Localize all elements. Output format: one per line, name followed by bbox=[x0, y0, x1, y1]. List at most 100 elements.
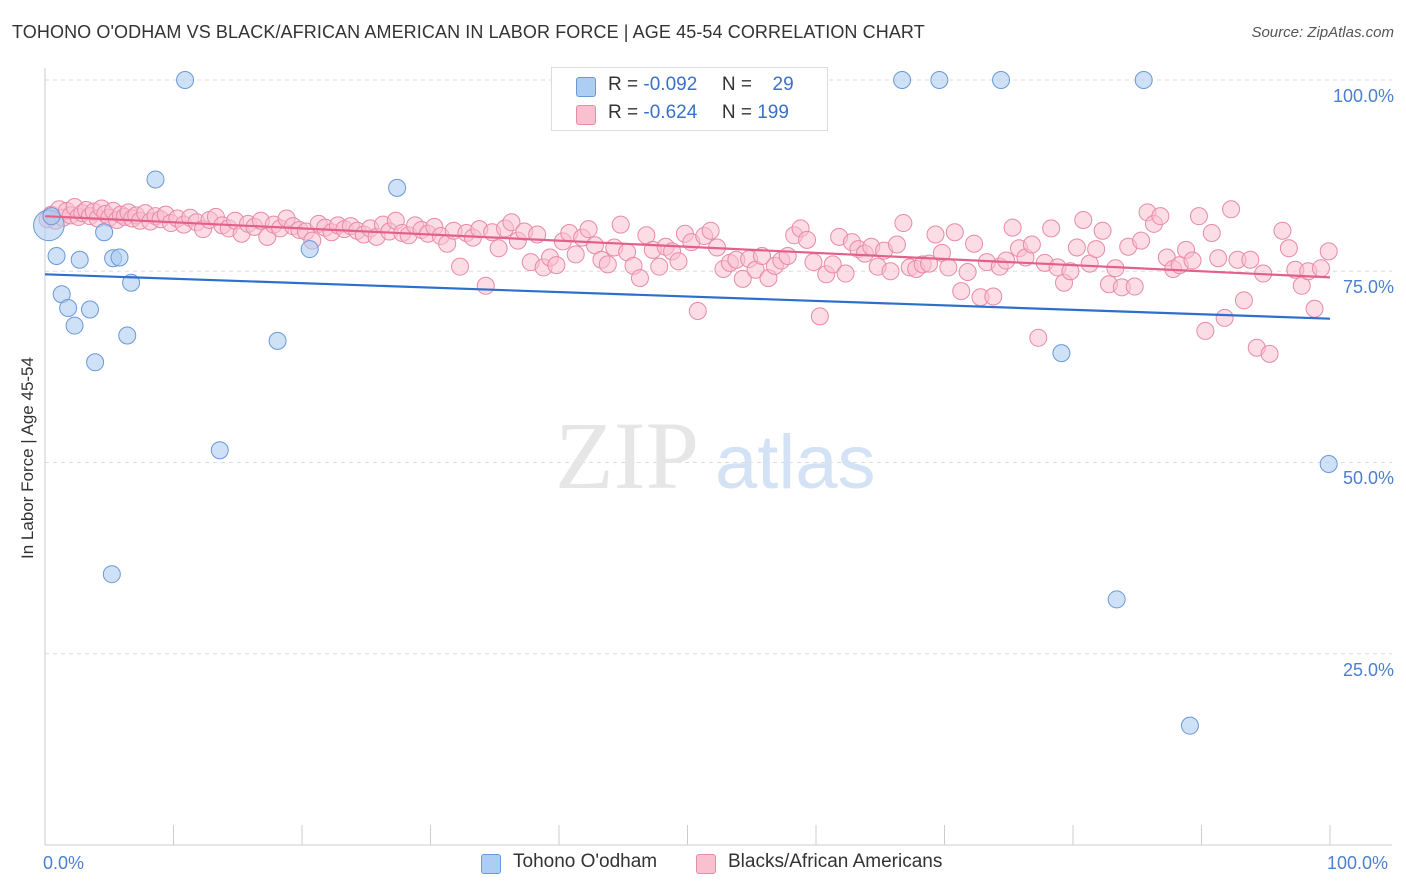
legend-r-value: -0.092 bbox=[643, 74, 698, 95]
data-point-blacks bbox=[1312, 259, 1331, 278]
data-point-tohono bbox=[110, 248, 129, 267]
data-point-blacks bbox=[881, 262, 900, 281]
legend-swatch-tohono bbox=[576, 77, 596, 97]
y-tick-75: 75.0% bbox=[1342, 277, 1394, 297]
y-axis-label: In Labor Force | Age 45-54 bbox=[18, 357, 37, 559]
y-tick-100: 100.0% bbox=[1332, 86, 1394, 106]
data-point-blacks bbox=[1222, 200, 1241, 219]
chart-title: TOHONO O'ODHAM VS BLACK/AFRICAN AMERICAN… bbox=[12, 22, 925, 42]
data-point-blacks bbox=[733, 269, 752, 288]
data-point-blacks bbox=[1003, 218, 1022, 237]
data-point-blacks bbox=[650, 257, 669, 276]
data-point-blacks bbox=[1183, 251, 1202, 270]
chart-source: Source: ZipAtlas.com bbox=[1251, 24, 1394, 41]
data-point-blacks bbox=[1042, 219, 1061, 238]
data-point-tohono bbox=[102, 565, 121, 584]
data-point-blacks bbox=[1132, 231, 1151, 250]
bottom-legend-label-tohono: Tohono O'odham bbox=[513, 851, 658, 872]
trend-lines bbox=[44, 215, 1331, 320]
data-point-tohono bbox=[893, 71, 912, 89]
data-point-blacks bbox=[958, 263, 977, 282]
bottom-legend-swatch-tohono bbox=[481, 854, 501, 874]
data-point-blacks bbox=[804, 253, 823, 272]
data-point-blacks bbox=[926, 225, 945, 244]
data-point-tohono bbox=[146, 170, 165, 189]
data-point-blacks bbox=[1319, 242, 1338, 261]
data-point-blacks bbox=[1189, 207, 1208, 226]
data-point-tohono bbox=[930, 71, 949, 89]
data-point-blacks bbox=[984, 287, 1003, 306]
data-point-blacks bbox=[1234, 291, 1253, 310]
data-point-blacks bbox=[798, 230, 817, 249]
data-point-blacks bbox=[701, 221, 720, 240]
data-point-blacks bbox=[502, 213, 521, 232]
data-point-blacks bbox=[836, 264, 855, 283]
data-point-blacks bbox=[566, 245, 585, 264]
data-point-blacks bbox=[547, 256, 566, 275]
x-tick-100: 100.0% bbox=[1327, 853, 1389, 873]
watermark-zip: ZIP bbox=[555, 402, 699, 509]
data-point-tohono bbox=[1180, 716, 1199, 735]
data-point-blacks bbox=[1067, 238, 1086, 257]
data-point-blacks bbox=[451, 257, 470, 276]
data-point-blacks bbox=[1273, 221, 1292, 240]
data-point-blacks bbox=[1061, 262, 1080, 281]
data-point-tohono bbox=[95, 223, 114, 242]
axes bbox=[44, 68, 1392, 846]
data-point-tohono bbox=[59, 298, 78, 317]
data-point-tohono bbox=[86, 353, 105, 372]
data-point-tohono bbox=[70, 250, 89, 269]
data-point-blacks bbox=[1093, 221, 1112, 240]
series-tohono-points bbox=[33, 71, 1338, 735]
x-tick-0: 0.0% bbox=[43, 853, 85, 873]
y-tick-25: 25.0% bbox=[1342, 660, 1394, 680]
trend-line-tohono bbox=[44, 273, 1331, 320]
legend-r-value: -0.624 bbox=[643, 102, 698, 123]
data-point-blacks bbox=[939, 258, 958, 277]
data-point-tohono bbox=[80, 300, 99, 319]
data-point-blacks bbox=[997, 251, 1016, 270]
data-point-blacks bbox=[1241, 250, 1260, 269]
legend-n-value: 199 bbox=[757, 102, 789, 123]
data-point-blacks bbox=[894, 214, 913, 233]
data-point-blacks bbox=[1151, 207, 1170, 226]
bottom-legend-label-blacks: Blacks/African Americans bbox=[728, 851, 943, 872]
data-point-blacks bbox=[823, 255, 842, 274]
data-point-tohono bbox=[268, 331, 287, 350]
data-point-blacks bbox=[1029, 328, 1048, 347]
data-point-tohono bbox=[1319, 455, 1338, 474]
data-point-tohono bbox=[1107, 590, 1126, 609]
data-point-blacks bbox=[1087, 240, 1106, 259]
legend-n-value: 29 bbox=[772, 74, 794, 95]
data-point-tohono bbox=[47, 246, 66, 265]
data-point-tohono bbox=[300, 240, 319, 259]
data-point-blacks bbox=[965, 234, 984, 253]
watermark-atlas: atlas bbox=[715, 420, 876, 505]
data-point-blacks bbox=[688, 302, 707, 321]
data-point-tohono bbox=[992, 71, 1011, 89]
data-point-blacks bbox=[598, 255, 617, 274]
data-point-blacks bbox=[778, 246, 797, 265]
legend-r-label: R = bbox=[608, 74, 639, 95]
data-point-tohono bbox=[176, 71, 195, 89]
y-tick-50: 50.0% bbox=[1342, 468, 1394, 488]
data-point-blacks bbox=[1260, 344, 1279, 363]
legend-r-label: R = bbox=[608, 102, 639, 123]
data-point-blacks bbox=[1074, 210, 1093, 229]
legend-n-label: N = bbox=[721, 74, 752, 95]
data-point-blacks bbox=[1202, 224, 1221, 242]
data-point-blacks bbox=[753, 246, 772, 265]
data-point-blacks bbox=[1196, 321, 1215, 340]
data-point-tohono bbox=[388, 178, 407, 197]
data-point-blacks bbox=[1209, 249, 1228, 268]
data-point-blacks bbox=[887, 235, 906, 254]
data-point-tohono bbox=[1134, 71, 1153, 89]
watermark: ZIP atlas bbox=[555, 402, 876, 509]
data-point-blacks bbox=[1125, 277, 1144, 296]
data-point-blacks bbox=[611, 215, 630, 234]
data-point-blacks bbox=[1279, 239, 1298, 258]
correlation-legend: R = -0.092 N = 29 R = -0.624 N = 199 bbox=[551, 67, 828, 131]
data-point-blacks bbox=[476, 276, 495, 295]
bottom-legend-swatch-blacks bbox=[696, 854, 716, 874]
